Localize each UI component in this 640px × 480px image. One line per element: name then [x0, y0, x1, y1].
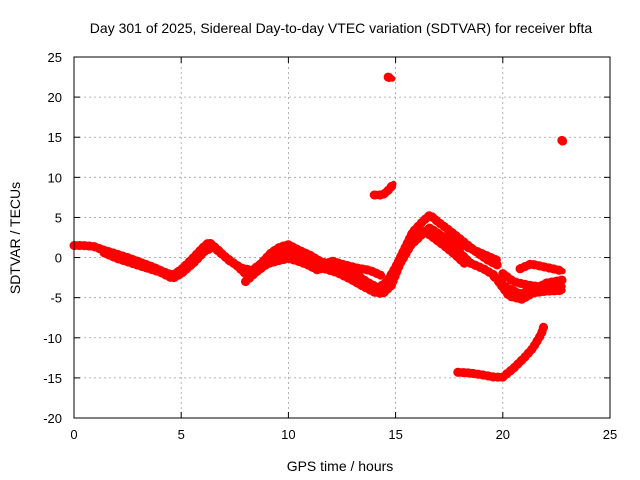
x-tick-label: 25 [603, 427, 617, 442]
plot-frame [73, 56, 611, 419]
y-axis-label: SDTVAR / TECUs [7, 182, 23, 294]
series-markers-track-5 [408, 225, 501, 265]
x-tick-label: 0 [70, 427, 77, 442]
y-tick-label: 10 [48, 170, 62, 185]
x-axis-label: GPS time / hours [287, 458, 394, 474]
y-tick-label: -10 [43, 331, 62, 346]
x-tick-label: 10 [281, 427, 295, 442]
x-tick-label: 20 [496, 427, 510, 442]
series-markers-track-9 [515, 259, 568, 276]
series-markers-track-8 [498, 269, 568, 291]
series-markers-track-13 [557, 135, 569, 147]
series-markers-track-10 [369, 179, 398, 200]
axis-ticks: 0 5 10 15 20 25 -20 -15 -10 -5 0 5 10 15 20 25 [43, 50, 617, 442]
y-tick-label: 0 [55, 251, 62, 266]
series-markers-track-7 [494, 277, 568, 304]
series-markers-track-3 [241, 253, 386, 287]
y-tick-label: 20 [48, 90, 62, 105]
chart-title: Day 301 of 2025, Sidereal Day-to-day VTE… [90, 20, 593, 36]
grid-lines [74, 57, 610, 418]
series-markers-track-11 [453, 322, 548, 382]
y-tick-label: -5 [50, 291, 62, 306]
x-tick-label: 15 [388, 427, 402, 442]
data-series [69, 72, 569, 382]
y-tick-label: -15 [43, 371, 62, 386]
series-markers-track-12 [383, 72, 397, 84]
y-tick-label: 5 [55, 210, 62, 225]
x-tick-label: 5 [178, 427, 185, 442]
y-tick-label: -20 [43, 411, 62, 426]
y-tick-label: 25 [48, 50, 62, 65]
y-tick-label: 15 [48, 130, 62, 145]
